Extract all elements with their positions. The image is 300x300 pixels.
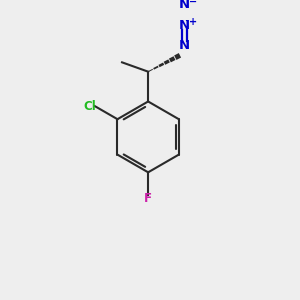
Text: N: N	[179, 19, 190, 32]
Text: N: N	[179, 39, 190, 52]
Text: +: +	[189, 17, 197, 27]
Text: N: N	[179, 0, 190, 11]
Text: F: F	[144, 192, 152, 205]
Text: −: −	[189, 0, 197, 7]
Text: Cl: Cl	[83, 100, 96, 112]
